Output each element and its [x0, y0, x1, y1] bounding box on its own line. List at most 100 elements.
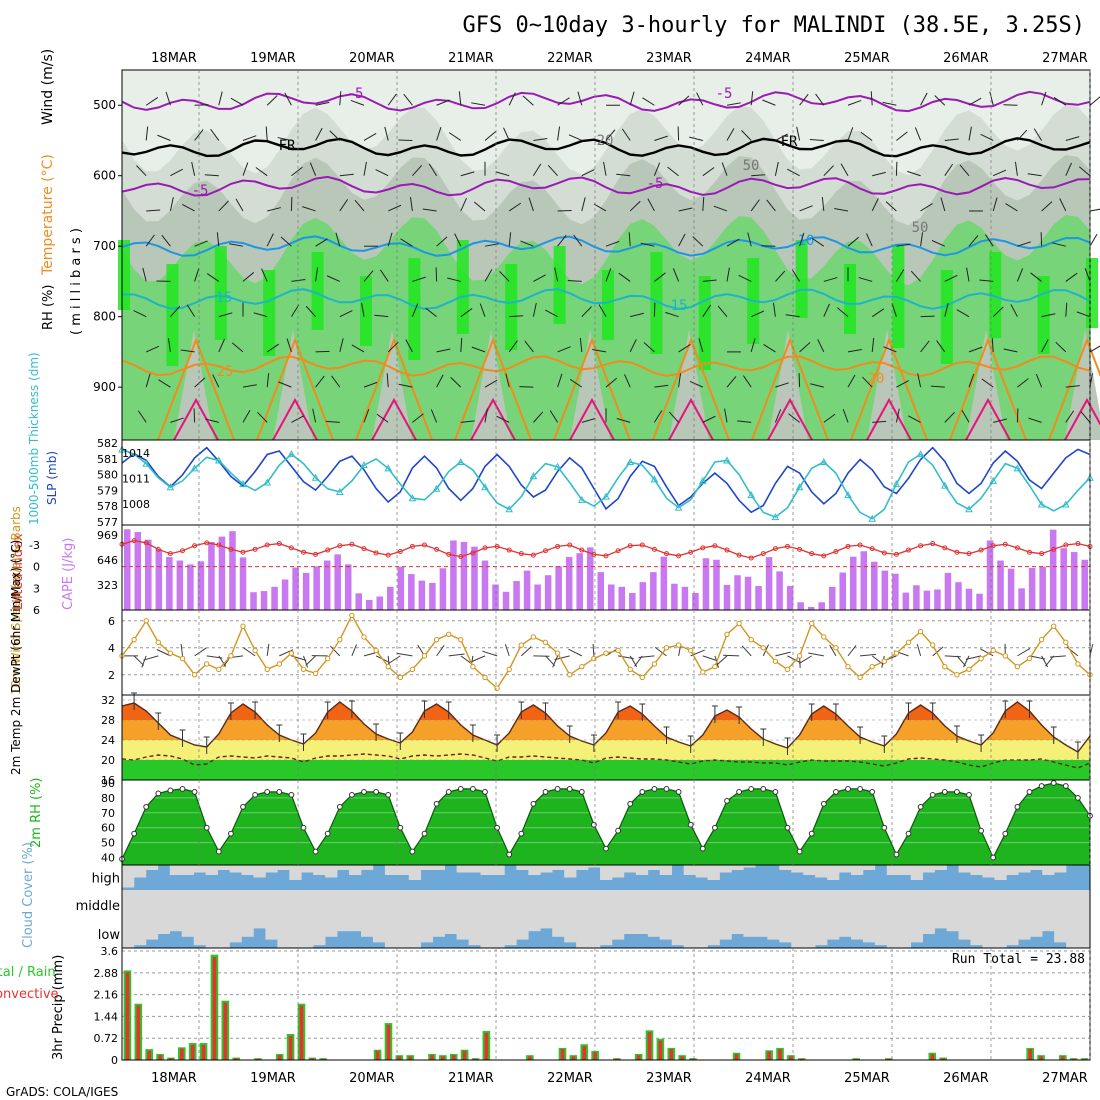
cloud-clear-cell [408, 890, 422, 920]
cloud-clear-cell [874, 920, 888, 946]
wind-barb [495, 171, 510, 177]
cloud-clear-cell [994, 865, 1007, 880]
wind-barb [167, 337, 171, 352]
cloud-clear-cell [420, 920, 434, 943]
cloud-clear-cell [1054, 920, 1067, 943]
isotherm-25-spike [949, 337, 1027, 441]
cloud-clear-cell [516, 890, 529, 920]
wind-barb [895, 269, 905, 282]
wind-marker [724, 631, 730, 637]
wind-barb [930, 385, 945, 388]
wind-marker [131, 636, 137, 643]
li-marker [555, 543, 561, 549]
wind-barb [991, 337, 994, 352]
slp-label: SLP (mb) [45, 451, 59, 505]
cloud-clear-cell [779, 920, 792, 943]
cloud-clear-cell [803, 865, 816, 875]
wind-barb [796, 126, 801, 141]
cape-bar [429, 582, 436, 610]
wind-barb [1017, 378, 1029, 388]
wind-barb [504, 644, 510, 657]
isotherm-line [121, 235, 1091, 257]
rh-marker [603, 845, 609, 852]
wind-marker [603, 650, 609, 656]
li-marker [857, 542, 863, 548]
wind-barb [351, 344, 365, 353]
cape-bar [418, 580, 426, 610]
wind-barb [157, 134, 171, 141]
wind-barb [305, 305, 316, 318]
wind-barb [218, 200, 229, 212]
li-tick: 0 [33, 561, 40, 574]
precip-convective-bar [560, 1049, 565, 1060]
rh-marker [663, 786, 670, 792]
wind-barb [717, 305, 728, 317]
wind-barb [992, 197, 998, 212]
wind-barb [1078, 166, 1091, 177]
precip-convective-bar [158, 1055, 162, 1060]
wind-marker [446, 631, 452, 637]
wind-barb [339, 199, 349, 212]
wind-barb [505, 373, 510, 388]
li-marker [1039, 551, 1045, 557]
wind-barb [847, 99, 862, 106]
day-label-bottom: 27MAR [1042, 1071, 1088, 1086]
wind-barb [508, 340, 518, 353]
isotherm-25-spike [355, 337, 433, 441]
wind-barb [315, 127, 323, 141]
wind-barb [920, 232, 924, 247]
li-marker [240, 549, 246, 555]
cloud-clear-cell [934, 920, 947, 929]
cape-bar [692, 593, 699, 610]
wind-tick: 6 [108, 615, 115, 628]
wind-barb [598, 304, 607, 317]
cloud-clear-cell [552, 920, 565, 937]
wind-barb [1065, 385, 1080, 388]
rh-marker [470, 786, 476, 792]
wind-marker [615, 647, 621, 654]
li-marker [192, 543, 198, 549]
rh-marker [893, 851, 900, 858]
li-marker [1002, 541, 1008, 547]
wind-barb [882, 101, 897, 106]
wind-marker [542, 639, 549, 646]
temp-band-warm [122, 720, 1090, 740]
cloud-row-label: middle [76, 899, 120, 914]
li-marker [506, 547, 512, 553]
wind-barb [774, 161, 779, 176]
cloud-clear-cell [815, 865, 828, 878]
thickness-marker [529, 472, 538, 480]
isotherm-30-spike [767, 397, 813, 441]
rh-marker [179, 786, 186, 792]
rh-moist-cell [989, 252, 1002, 338]
wind-barb [934, 95, 946, 106]
wind-barb [1065, 302, 1068, 317]
wind-marker [155, 639, 162, 646]
li-marker [180, 548, 185, 554]
wind-barb [290, 304, 300, 317]
cloud-clear-cell [504, 890, 517, 920]
wind-barb [741, 130, 752, 141]
day-label-top: 21MAR [448, 51, 494, 66]
rh-marker [445, 789, 452, 795]
cloud-clear-cell [361, 890, 374, 920]
rh-dry-spike [1065, 330, 1100, 440]
cloud-clear-cell [623, 865, 637, 873]
wind-barb [592, 643, 595, 656]
cloud-clear-cell [815, 890, 828, 920]
wind-barb [447, 277, 461, 282]
isotherm-25-spike [1048, 337, 1100, 441]
cloud-clear-cell [683, 890, 696, 920]
li-marker [1027, 549, 1032, 555]
cape-bar [408, 574, 415, 610]
thickness-marker [723, 456, 731, 464]
wind-barb [678, 95, 690, 106]
wind-barb [473, 201, 486, 212]
wind-barb [968, 346, 983, 353]
wind-marker [1038, 636, 1045, 643]
rh-marker [530, 800, 537, 807]
wind-barb [448, 132, 462, 141]
cloud-row-label: low [98, 928, 121, 943]
wind-barb [277, 137, 292, 141]
cloud-clear-cell [349, 865, 362, 875]
